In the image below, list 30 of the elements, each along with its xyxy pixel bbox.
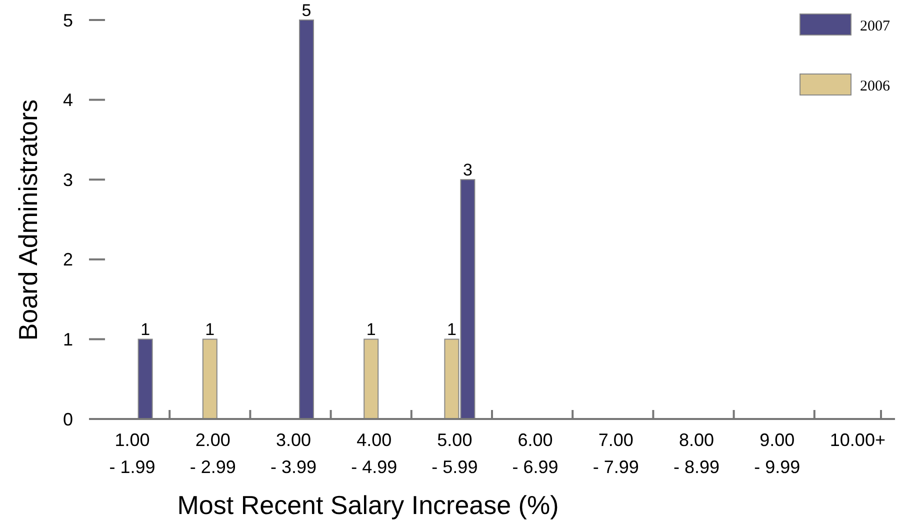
legend-label: 2006 <box>860 78 890 94</box>
y-tick-label: 4 <box>62 90 73 110</box>
bar <box>299 20 314 420</box>
data-label: 1 <box>140 320 150 340</box>
x-tick-label: 3.00 - 3.99 <box>270 430 317 477</box>
data-label: 3 <box>462 160 472 180</box>
data-label: 1 <box>446 320 456 340</box>
y-tick-label: 3 <box>62 170 73 190</box>
x-tick-label: 8.00 - 8.99 <box>673 430 720 477</box>
y-tick-label: 5 <box>62 10 73 30</box>
bar <box>202 338 218 420</box>
x-tick-label: 2.00 - 2.99 <box>190 430 236 477</box>
x-tick-label: 6.00 - 6.99 <box>512 430 558 477</box>
data-label: 5 <box>302 1 312 20</box>
y-tick-label: 2 <box>62 250 73 270</box>
x-tick-label: 10.00+ <box>830 430 886 450</box>
x-tick-label: 7.00 - 7.99 <box>592 430 639 477</box>
x-tick-label: 4.00 - 4.99 <box>351 430 398 477</box>
bar <box>364 338 379 420</box>
x-axis-title: Most Recent Salary Increase (%) <box>177 490 559 520</box>
y-axis-title: Board Administrators <box>13 99 43 341</box>
y-tick-label: 0 <box>62 409 73 430</box>
y-tick-label: 1 <box>62 330 73 350</box>
x-tick-label: 5.00 - 5.99 <box>432 430 478 477</box>
x-tick-label: 1.00 - 1.99 <box>109 430 156 477</box>
data-label: 1 <box>366 320 376 340</box>
data-label: 1 <box>205 320 215 340</box>
legend-label: 2007 <box>860 18 890 34</box>
x-tick-label: 9.00 - 9.99 <box>754 430 800 477</box>
bar <box>138 338 153 420</box>
